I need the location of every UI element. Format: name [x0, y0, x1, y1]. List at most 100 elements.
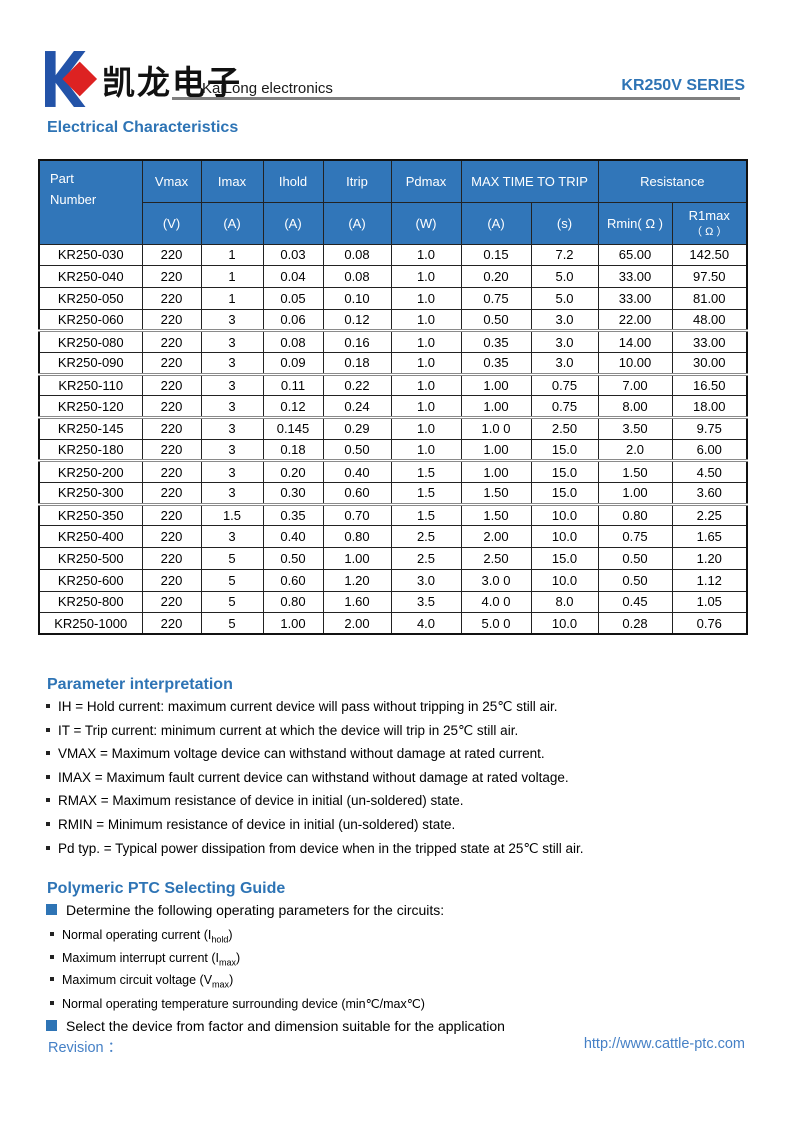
- table-cell: 9.75: [671, 416, 748, 440]
- table-cell: 2.5: [390, 525, 462, 549]
- table-cell: KR250-040: [38, 265, 143, 288]
- table-cell: 10.0: [530, 612, 599, 635]
- unit-itrip: (A): [322, 201, 392, 245]
- table-cell: KR250-030: [38, 243, 143, 267]
- table-cell: 220: [141, 459, 202, 484]
- table-cell: 5: [200, 547, 264, 570]
- table-header: Part Number Vmax Imax Ihold Itrip Pdmax …: [38, 159, 748, 245]
- table-cell: 0.35: [460, 329, 532, 353]
- parameter-bullet: IT = Trip current: minimum current at wh…: [44, 723, 744, 747]
- table-row: KR250-400 220 3 0.40 0.80 2.5 2.00 10.0 0.75 1.65: [38, 525, 748, 549]
- bullet-dot-icon: [46, 798, 50, 803]
- table-cell: 0.35: [262, 502, 324, 527]
- table-row: KR250-050 220 1 0.05 0.10 1.0 0.75 5.0 33.00 81.0…: [38, 286, 748, 310]
- table-cell: 3.0 0: [460, 568, 532, 592]
- series-title: KR250V SERIES: [621, 77, 745, 94]
- table-cell: 220: [141, 547, 202, 570]
- table-cell: 220: [141, 329, 202, 353]
- table-row: KR250-060 220 3 0.06 0.12 1.0 0.50 3.0 22.00 48.0…: [38, 308, 748, 332]
- guide-item-text: Maximum circuit voltage (V: [62, 973, 213, 987]
- table-cell: 220: [141, 525, 202, 549]
- table-cell: 2.25: [671, 502, 748, 527]
- table-cell: 0.145: [262, 416, 324, 440]
- table-cell: 220: [141, 590, 202, 614]
- table-cell: 8.00: [597, 395, 673, 418]
- table-cell: 0.50: [597, 568, 673, 592]
- table-cell: 1.0 0: [460, 416, 532, 440]
- table-cell: 1.05: [671, 590, 748, 614]
- guide-parameter: Maximum circuit voltage (Vmax): [46, 973, 746, 996]
- table-cell: 3.50: [597, 416, 673, 440]
- table-cell: 3.5: [390, 590, 462, 614]
- table-cell: 5: [200, 568, 264, 592]
- table-cell: 220: [141, 372, 202, 397]
- table-cell: 1.12: [671, 568, 748, 592]
- table-cell: 220: [141, 243, 202, 267]
- table-cell: 1.00: [460, 372, 532, 397]
- table-cell: 0.80: [262, 590, 324, 614]
- table-cell: KR250-350: [38, 502, 143, 527]
- table-cell: KR250-600: [38, 568, 143, 592]
- table-cell: 0.60: [262, 568, 324, 592]
- table-row: KR250-120 220 3 0.12 0.24 1.0 1.00 0.75 8.00 18.0…: [38, 395, 748, 418]
- table-cell: 0.04: [262, 265, 324, 288]
- table-cell: 65.00: [597, 243, 673, 267]
- table-cell: 5.0: [530, 286, 599, 310]
- table-cell: KR250-180: [38, 438, 143, 462]
- page-footer: Revision ： http://www.cattle-ptc.com: [48, 1036, 745, 1057]
- table-row: KR250-1000 220 5 1.00 2.00 4.0 5.0 0 10.0 0.28 0.…: [38, 612, 748, 635]
- table-cell: 0.50: [460, 308, 532, 332]
- table-cell: 1.0: [390, 395, 462, 418]
- guide-step: Select the device from factor and dimens…: [46, 1018, 746, 1044]
- table-cell: 220: [141, 482, 202, 505]
- table-cell: KR250-120: [38, 395, 143, 418]
- table-cell: 2.50: [530, 416, 599, 440]
- parameter-list: IH = Hold current: maximum current devic…: [44, 699, 744, 864]
- table-cell: 0.10: [322, 286, 392, 310]
- guide-item-subscript: max: [218, 957, 236, 967]
- table-cell: KR250-145: [38, 416, 143, 440]
- table-cell: 0.08: [322, 265, 392, 288]
- col-header-part-line2: Number: [50, 192, 97, 207]
- bullet-dot-icon: [50, 1000, 54, 1005]
- table-cell: 0.20: [460, 265, 532, 288]
- section-title-electrical: Electrical Characteristics: [47, 119, 239, 136]
- table-cell: 3: [200, 372, 264, 397]
- table-cell: 33.00: [671, 329, 748, 353]
- table-cell: 3: [200, 438, 264, 462]
- bullet-dot-icon: [50, 932, 54, 937]
- guide-step: Determine the following operating parame…: [46, 902, 746, 928]
- table-cell: 4.50: [671, 459, 748, 484]
- table-cell: 5: [200, 612, 264, 635]
- table-row: KR250-600 220 5 0.60 1.20 3.0 3.0 0 10.0 0.50 1.1…: [38, 568, 748, 592]
- table-cell: 1.00: [262, 612, 324, 635]
- table-cell: 81.00: [671, 286, 748, 310]
- table-cell: 1.50: [460, 502, 532, 527]
- table-cell: 0.35: [460, 351, 532, 375]
- table-cell: 5.0 0: [460, 612, 532, 635]
- table-row: KR250-110 220 3 0.11 0.22 1.0 1.00 0.75 7.00 16.5…: [38, 372, 748, 397]
- table-row: KR250-145 220 3 0.145 0.29 1.0 1.0 0 2.50 3.50 9.…: [38, 416, 748, 440]
- table-cell: 220: [141, 502, 202, 527]
- guide-item-subscript: hold: [211, 934, 229, 945]
- table-cell: 0.30: [262, 482, 324, 505]
- table-cell: 1.50: [597, 459, 673, 484]
- table-cell: 16.50: [671, 372, 748, 397]
- unit-imax: (A): [200, 201, 264, 245]
- table-cell: KR250-500: [38, 547, 143, 570]
- guide-item-text: ): [236, 950, 241, 965]
- section-title-parameter: Parameter interpretation: [47, 676, 233, 693]
- guide-item-text: Determine the following operating parame…: [66, 902, 445, 918]
- table-cell: 33.00: [597, 265, 673, 288]
- website-link[interactable]: http://www.cattle-ptc.com: [583, 1036, 745, 1052]
- table-row: KR250-200 220 3 0.20 0.40 1.5 1.00 15.0 1.50 4.50: [38, 459, 748, 484]
- table-cell: KR250-080: [38, 329, 143, 353]
- table-cell: 3: [200, 351, 264, 375]
- table-cell: 220: [141, 351, 202, 375]
- table-row: KR250-300 220 3 0.30 0.60 1.5 1.50 15.0 1.00 3.60: [38, 482, 748, 505]
- parameter-bullet: RMAX = Maximum resistance of device in i…: [44, 793, 744, 817]
- table-cell: KR250-400: [38, 525, 143, 549]
- table-cell: 0.40: [262, 525, 324, 549]
- table-cell: 1.00: [460, 395, 532, 418]
- table-cell: KR250-050: [38, 286, 143, 310]
